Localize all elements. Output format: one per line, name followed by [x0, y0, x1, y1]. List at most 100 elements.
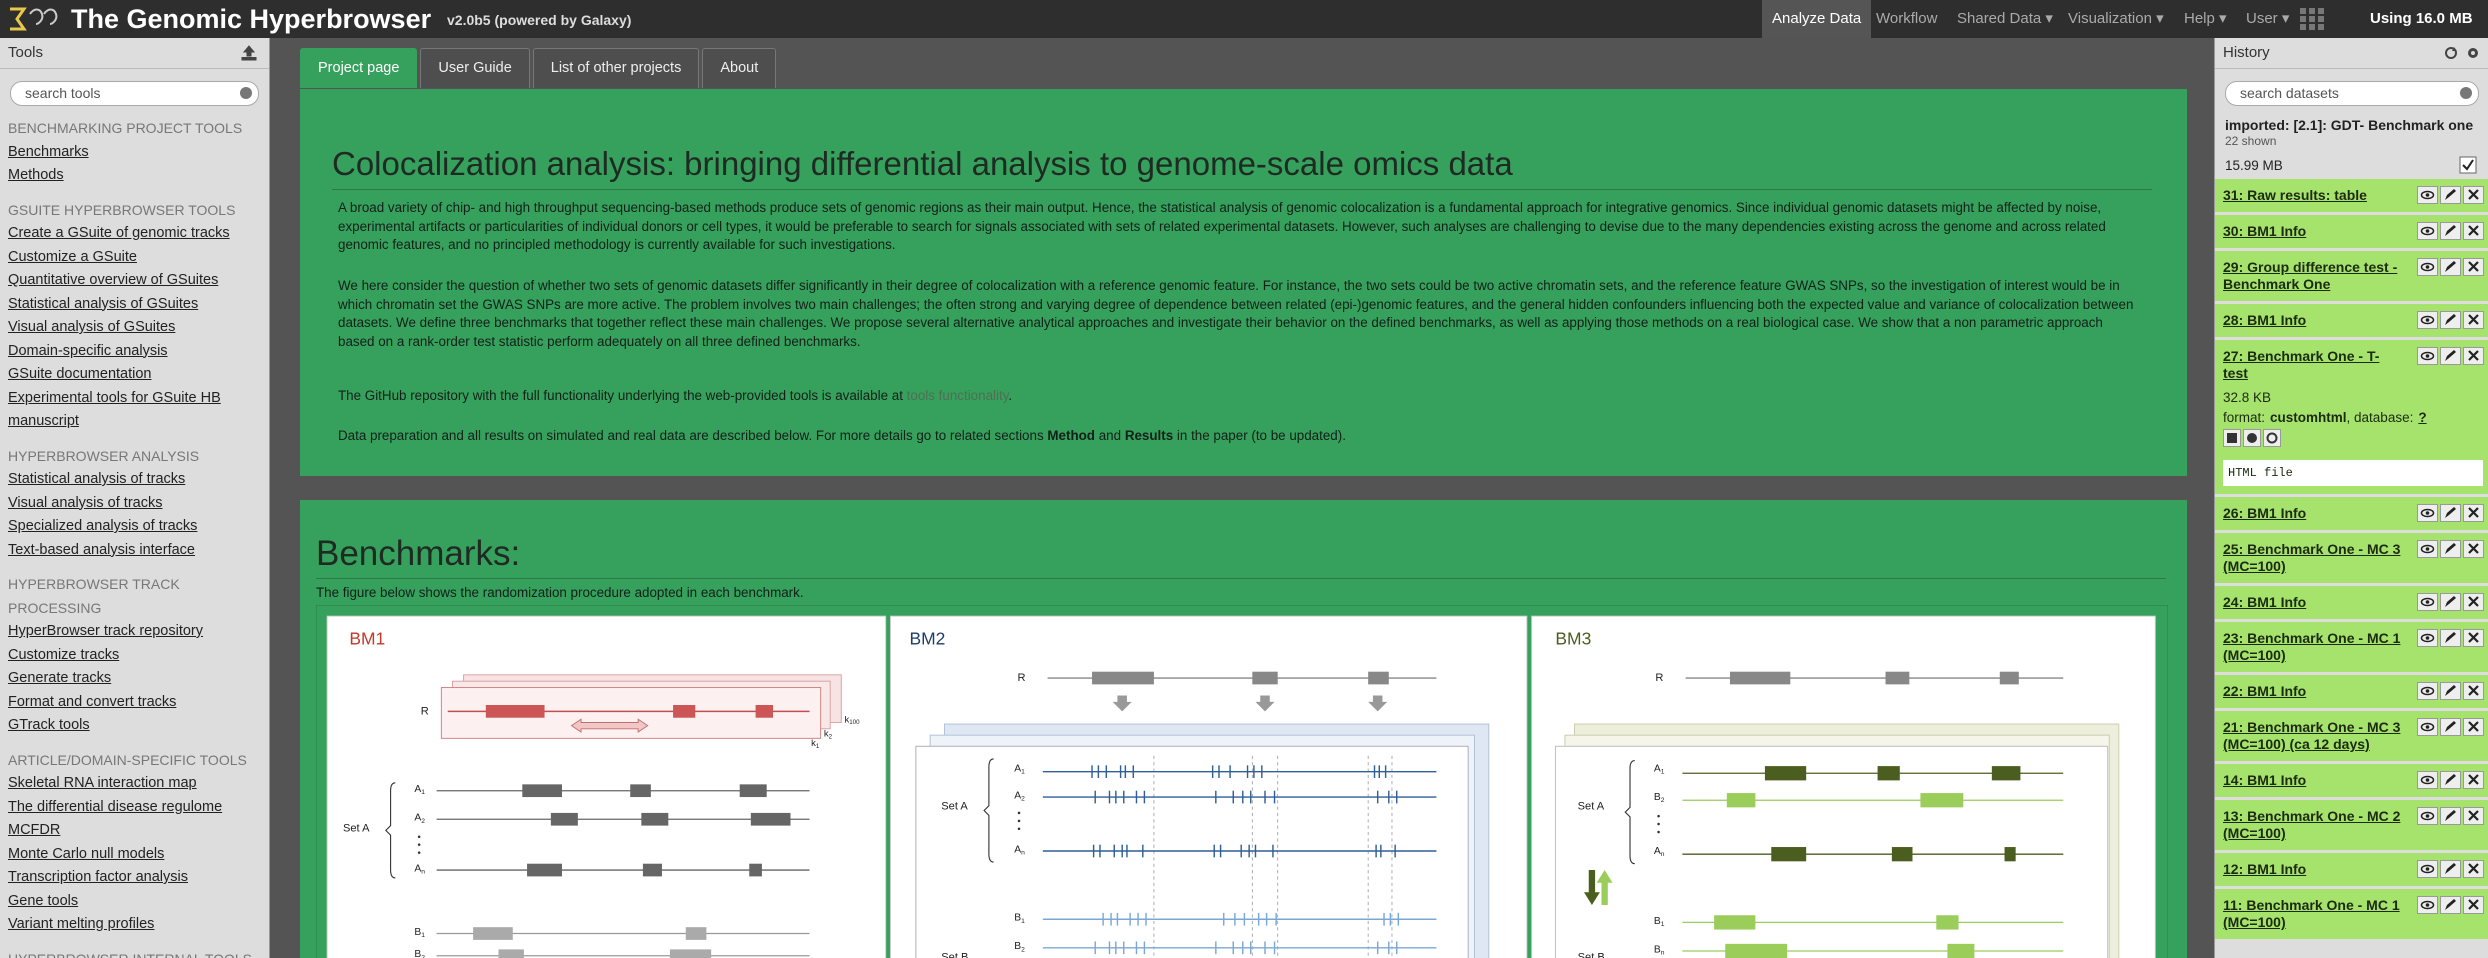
- icon-part[interactable]: [2420, 315, 2435, 325]
- icon-part[interactable]: [2445, 314, 2456, 325]
- history-item-title[interactable]: 29: Group difference test - Benchmark On…: [2223, 259, 2398, 292]
- icon-part[interactable]: [2420, 190, 2435, 200]
- clear-search[interactable]: [2460, 87, 2472, 99]
- icon-part[interactable]: [2468, 225, 2479, 236]
- icon-part[interactable]: [2445, 685, 2456, 696]
- nav-item[interactable]: Visualization ▾: [2068, 10, 2164, 27]
- tool-link[interactable]: Transcription factor analysis: [8, 869, 188, 885]
- icon-part[interactable]: [2445, 632, 2456, 643]
- icon-part[interactable]: [2468, 863, 2479, 874]
- tool-link[interactable]: Gene tools: [8, 892, 79, 909]
- icon-part[interactable]: [2468, 543, 2479, 554]
- icon-part[interactable]: [2425, 318, 2430, 322]
- item-actions[interactable]: [2417, 682, 2485, 700]
- tool-link[interactable]: GTrack tools: [8, 717, 90, 733]
- brand[interactable]: The Genomic Hyperbrowser: [71, 4, 432, 34]
- history-options[interactable]: [2443, 45, 2483, 61]
- dataset-actions[interactable]: [2223, 428, 2283, 448]
- tool-link[interactable]: Domain-specific analysis: [8, 342, 168, 359]
- tool-link[interactable]: The differential disease regulome: [8, 798, 223, 815]
- item-actions[interactable]: [2417, 222, 2485, 240]
- icon-part[interactable]: [2420, 864, 2435, 874]
- icon-part[interactable]: [2468, 685, 2479, 696]
- icon-part[interactable]: [2468, 507, 2479, 518]
- icon-part[interactable]: [2445, 543, 2456, 554]
- tool-link[interactable]: HyperBrowser track repository: [8, 623, 203, 639]
- item-actions[interactable]: [2417, 504, 2485, 522]
- tool-link[interactable]: Benchmarks: [8, 143, 89, 160]
- history-item-title[interactable]: 22: BM1 Info: [2223, 683, 2307, 699]
- icon-part[interactable]: [2468, 350, 2479, 361]
- icon-part[interactable]: [2445, 189, 2456, 200]
- icon-part[interactable]: [2420, 900, 2435, 910]
- history-item-title[interactable]: 25: Benchmark One - MC 3 (MC=100): [2223, 541, 2401, 574]
- icon-part[interactable]: [2263, 429, 2281, 447]
- icon-part[interactable]: [2468, 810, 2479, 821]
- item-actions[interactable]: [2417, 186, 2485, 204]
- icon-part[interactable]: [2468, 899, 2479, 910]
- tool-link[interactable]: Quantitative overview of GSuites: [8, 272, 219, 288]
- icon-part[interactable]: [2420, 262, 2435, 272]
- history-item-title[interactable]: 27: Benchmark One - T-test: [2223, 348, 2380, 381]
- tool-link[interactable]: Monte Carlo null models: [8, 845, 165, 862]
- history-item-title[interactable]: 31: Raw results: table: [2223, 187, 2367, 203]
- icon-part[interactable]: [2420, 508, 2435, 518]
- item-actions[interactable]: [2417, 896, 2485, 914]
- icon-part[interactable]: [2468, 189, 2479, 200]
- icon-part[interactable]: [2445, 721, 2456, 732]
- item-actions[interactable]: [2417, 718, 2485, 736]
- icon-part[interactable]: [2425, 265, 2430, 269]
- nav-item[interactable]: Help ▾: [2184, 10, 2227, 27]
- tool-link[interactable]: Statistical analysis of GSuites: [8, 295, 199, 312]
- tab[interactable]: Project page: [300, 48, 418, 88]
- clear-search[interactable]: [240, 87, 252, 99]
- tool-link[interactable]: Format and convert tracks: [8, 693, 177, 710]
- item-actions[interactable]: [2417, 771, 2485, 789]
- tool-link[interactable]: MCFDR: [8, 822, 61, 838]
- nav-item[interactable]: Shared Data ▾: [1957, 10, 2053, 27]
- icon-part[interactable]: [2425, 193, 2430, 197]
- item-actions[interactable]: [2417, 311, 2485, 329]
- item-actions[interactable]: [2417, 629, 2485, 647]
- history-item-title[interactable]: 11: Benchmark One - MC 1 (MC=100): [2223, 897, 2400, 930]
- history-item-title[interactable]: 21: Benchmark One - MC 3 (MC=100) (ca 12…: [2223, 719, 2401, 752]
- icon-part[interactable]: [2468, 774, 2479, 785]
- history-name[interactable]: imported: [2.1]: GDT- Benchmark one: [2225, 117, 2474, 133]
- history-item-title[interactable]: 12: BM1 Info: [2223, 861, 2307, 877]
- icon-part[interactable]: [2445, 596, 2456, 607]
- nav-item[interactable]: Workflow: [1876, 10, 1938, 27]
- upload-icon[interactable]: [241, 45, 257, 61]
- icon-part[interactable]: [2420, 351, 2435, 361]
- tool-link[interactable]: Specialized analysis of tracks: [8, 518, 198, 534]
- link[interactable]: tools functionality: [906, 388, 1009, 403]
- history-item-title[interactable]: 30: BM1 Info: [2223, 223, 2307, 239]
- icon-part[interactable]: [2420, 722, 2435, 732]
- icon-part[interactable]: [2425, 689, 2430, 693]
- database[interactable]: ?: [2418, 410, 2427, 425]
- icon-part[interactable]: [2445, 261, 2456, 272]
- tool-search[interactable]: search tools: [10, 81, 259, 106]
- item-actions[interactable]: [2417, 258, 2485, 276]
- tool-link[interactable]: GSuite documentation: [8, 366, 152, 382]
- tab[interactable]: User Guide: [420, 48, 530, 88]
- history-item-title[interactable]: 23: Benchmark One - MC 1 (MC=100): [2223, 630, 2401, 663]
- icon-part[interactable]: [2420, 226, 2435, 236]
- icon-part[interactable]: [2420, 544, 2435, 554]
- icon-part[interactable]: [2425, 903, 2430, 907]
- item-actions[interactable]: [2417, 347, 2485, 365]
- icon-part[interactable]: [2425, 636, 2430, 640]
- icon-part[interactable]: [2425, 867, 2430, 871]
- icon-part[interactable]: [2445, 350, 2456, 361]
- nav-item[interactable]: User ▾: [2246, 10, 2290, 27]
- select-icon[interactable]: [2459, 156, 2477, 174]
- icon-part[interactable]: [2425, 814, 2430, 818]
- icon-part[interactable]: [2425, 600, 2430, 604]
- icon-part[interactable]: [2227, 433, 2237, 443]
- tool-link[interactable]: Statistical analysis of tracks: [8, 471, 186, 487]
- item-actions[interactable]: [2417, 540, 2485, 558]
- logo[interactable]: [8, 6, 64, 32]
- icon-part[interactable]: [2420, 775, 2435, 785]
- icon-part[interactable]: [2445, 774, 2456, 785]
- tool-link[interactable]: Methods: [8, 167, 64, 183]
- tool-link[interactable]: Generate tracks: [8, 670, 112, 686]
